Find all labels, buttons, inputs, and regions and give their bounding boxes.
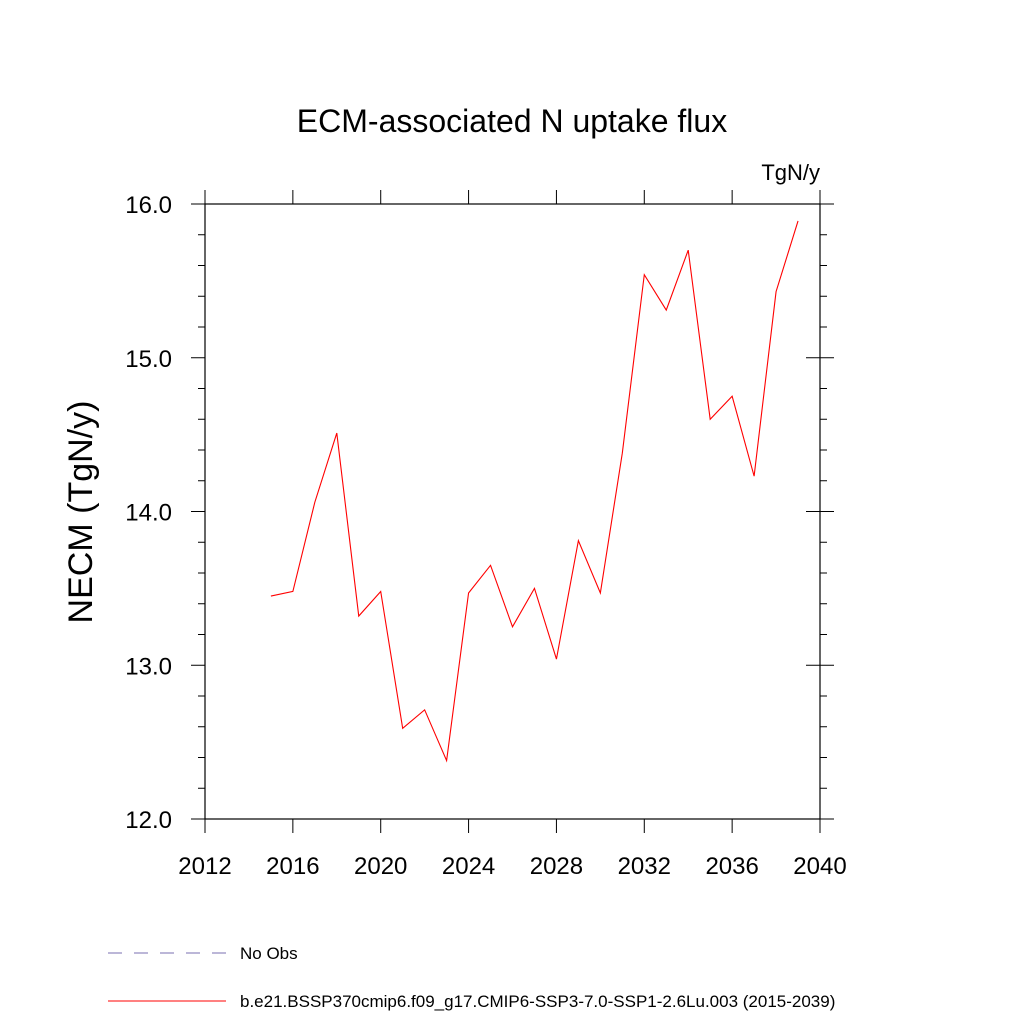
x-tick-label: 2016: [266, 853, 319, 880]
x-tick-label: 2024: [442, 853, 495, 880]
series-layer: [270, 220, 799, 763]
x-tick-label: 2032: [618, 853, 671, 880]
legend: No Obs b.e21.BSSP370cmip6.f09_g17.CMIP6-…: [108, 944, 835, 1011]
y-tick-label: 13.0: [125, 653, 172, 680]
plot-frame: [204, 203, 821, 820]
y-tick-label: 15.0: [125, 346, 172, 373]
series-line-0: [270, 220, 799, 763]
x-tick-label: 2040: [793, 853, 846, 880]
legend-label-no-obs: No Obs: [240, 944, 298, 963]
chart-title: ECM-associated N uptake flux: [297, 103, 727, 139]
x-tick-label: 2020: [354, 853, 407, 880]
x-tick-label: 2036: [705, 853, 758, 880]
legend-label-model-run: b.e21.BSSP370cmip6.f09_g17.CMIP6-SSP3-7.…: [240, 992, 835, 1011]
y-axis-label: NECM (TgN/y): [62, 401, 100, 624]
y-tick-labels: 12.0 13.0 14.0 15.0 16.0: [125, 192, 172, 834]
x-tick-labels: 2012 2016 2020 2024 2028 2032 2036 2040: [178, 853, 846, 880]
y-tick-label: 12.0: [125, 807, 172, 834]
units-label: TgN/y: [761, 160, 820, 185]
axis-ticks: [191, 190, 834, 833]
y-tick-label: 14.0: [125, 500, 172, 527]
x-tick-label: 2028: [530, 853, 583, 880]
y-tick-label: 16.0: [125, 192, 172, 219]
x-tick-label: 2012: [178, 853, 231, 880]
